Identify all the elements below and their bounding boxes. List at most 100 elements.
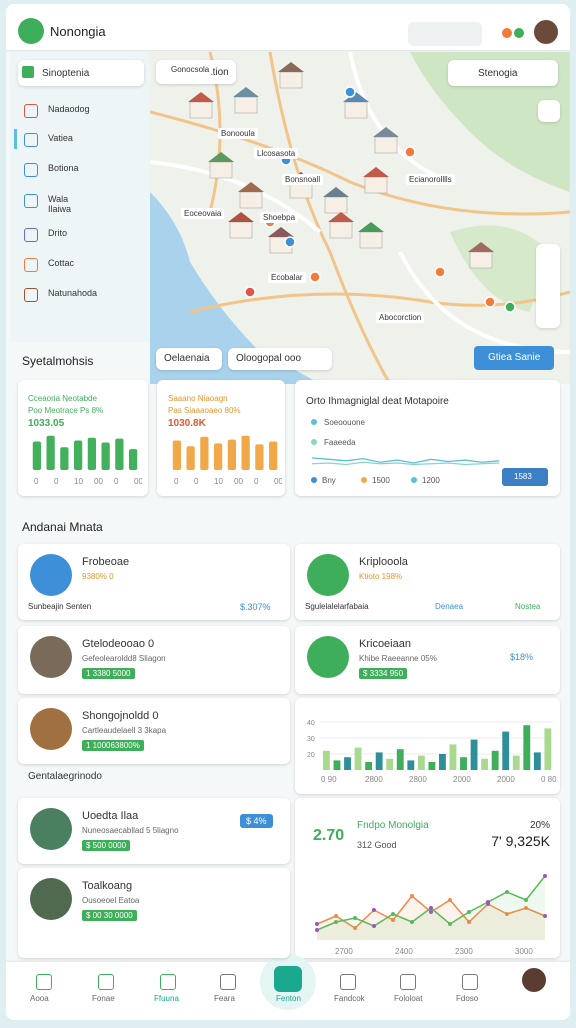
nav-label[interactable]: Ffuuna [154,994,179,1003]
bar [491,750,499,770]
mini-chart: 0 0 10 00 0 00 [172,435,282,486]
point [448,898,452,902]
nav-icon[interactable] [160,974,176,990]
person-avatar [307,554,349,596]
nav-icon[interactable] [340,974,356,990]
mini-chart: 0 0 10 00 0 00 [32,435,142,486]
menu-item[interactable]: Vatiea [48,133,73,143]
map-chip[interactable] [228,348,332,370]
roof [188,92,214,102]
person-meta: Nuneosaecabllad 5 5liagno [82,826,179,835]
point [353,926,357,930]
bar [533,752,541,770]
menu-item[interactable]: Natunahoda [48,288,98,298]
nav-label[interactable]: Aooa [30,994,49,1003]
water [150,192,320,384]
map-pin [309,271,321,283]
menu-item[interactable]: Botiona [48,163,79,173]
x-label: 0 [54,477,59,486]
x-label: 0 [34,477,39,486]
menu-item[interactable]: Wala Ilaiwa [48,194,72,214]
nav-label[interactable]: Feara [214,994,235,1003]
person-meta: Khibe Raeeanne 05% [359,654,437,663]
menu-button[interactable] [18,18,44,44]
nav-icon[interactable] [36,974,52,990]
menu-icon [24,194,38,208]
person-name: Frobeoae [82,556,130,568]
app: Nonongia Sinoptenia Sioceation Stenogia … [6,4,570,1020]
menu-item[interactable]: Nadaodog [48,104,90,114]
x-label: 2000 [497,775,515,784]
bar [354,747,362,770]
page: Nonongia Sinoptenia Sioceation Stenogia … [0,4,576,1028]
nav-icon[interactable] [220,974,236,990]
map-dropdown[interactable] [448,60,558,86]
building [329,221,353,239]
bar [417,755,425,770]
point [524,898,528,902]
point [429,906,433,910]
building [239,191,263,209]
map-pin [244,286,256,298]
x-label: 0 [114,477,119,486]
search-box[interactable] [408,22,482,46]
roof [233,87,259,97]
bar [227,439,236,470]
point [467,910,471,914]
roof [268,227,294,237]
nav-icon[interactable] [462,974,478,990]
avatar[interactable] [534,20,558,44]
map-label: Llcosasota [254,148,299,159]
nav-label[interactable]: Fdoso [456,994,479,1003]
nav-label[interactable]: Fonae [92,994,115,1003]
point [505,890,509,894]
map-compass[interactable] [538,100,560,122]
footer-label: Bny [322,476,336,485]
legend-dot [311,419,317,425]
notification[interactable] [502,28,512,38]
x-label: 10 [74,477,83,486]
trend-button[interactable] [502,468,548,486]
point [467,920,471,924]
chart-big-value: 2.70 [313,827,344,844]
x-label: 2800 [365,775,383,784]
roof [373,127,399,137]
bar [428,762,436,770]
building [344,101,368,119]
chip-label: Oloogopal ooo [236,353,302,364]
map-pin [484,296,496,308]
footer-dot [411,477,417,483]
menu-item[interactable]: Cottac [48,258,75,268]
nav-avatar[interactable] [522,968,546,992]
nav-icon[interactable] [400,974,416,990]
map-label: Eoceovaia [181,208,225,219]
zoom-controls[interactable] [536,244,560,328]
building [209,161,233,179]
person-name: Shongojnoldd 0 [82,710,159,722]
nav-icon[interactable] [98,974,114,990]
bar [214,443,223,470]
nav-label[interactable]: Fololoat [394,994,423,1003]
sidebar-dropdown[interactable] [18,60,144,86]
bar [344,757,351,770]
bar [74,440,83,470]
x-label: 2300 [455,947,473,956]
menu-item[interactable]: Drito [48,228,68,238]
road [189,290,570,314]
map[interactable] [150,52,570,384]
nav-label[interactable]: Fenton [276,994,301,1003]
footer-label: 1200 [422,476,440,485]
point [391,912,395,916]
stat-value: 1030.8K [168,418,206,429]
bar [101,442,110,470]
person-name: Uoedta Ilaa [82,810,139,822]
map-chip[interactable] [156,348,222,370]
person-stat: $18% [510,652,534,662]
map-button[interactable] [474,346,554,370]
nav-label[interactable]: Fandcok [334,994,365,1003]
bar [365,762,373,770]
menu-icon [24,104,38,118]
roof [363,167,389,177]
person-name: Toalkoang [82,880,133,892]
point [543,914,547,918]
